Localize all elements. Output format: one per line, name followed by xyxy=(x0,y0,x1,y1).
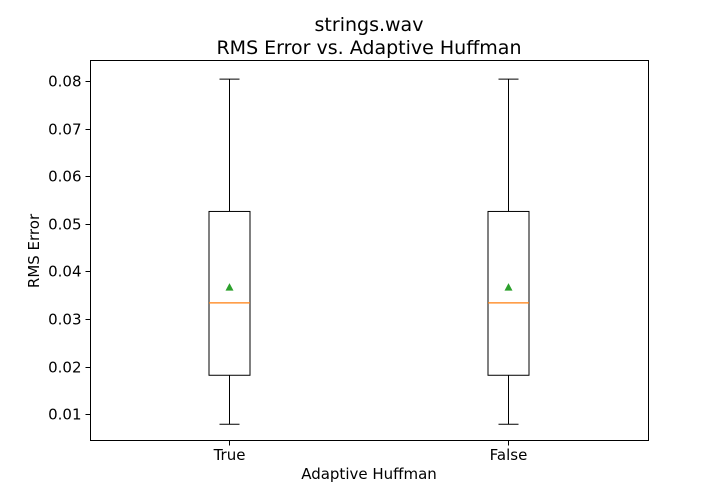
x-tick-label: False xyxy=(490,446,528,464)
y-axis-label: RMS Error xyxy=(25,213,43,288)
y-tick-label: 0.03 xyxy=(48,311,81,329)
plot-frame xyxy=(90,60,649,441)
y-tick-label: 0.07 xyxy=(48,121,81,139)
mean-marker xyxy=(225,283,234,291)
y-axis: 0.01 0.02 0.03 0.04 0.05 0.06 0.07 0.08 xyxy=(48,73,91,424)
box-true xyxy=(208,78,251,425)
plot-area xyxy=(208,78,530,425)
iqr-box xyxy=(208,210,251,376)
chart-title: strings.wav xyxy=(315,14,424,36)
y-tick-label: 0.05 xyxy=(48,216,81,234)
x-axis-label: Adaptive Huffman xyxy=(301,465,437,483)
y-tick-label: 0.01 xyxy=(48,406,81,424)
chart-subtitle: RMS Error vs. Adaptive Huffman xyxy=(216,37,521,59)
x-axis: True False xyxy=(213,440,528,464)
y-tick-label: 0.04 xyxy=(48,263,81,281)
x-tick-label: True xyxy=(213,446,246,464)
mean-marker xyxy=(504,283,513,291)
y-tick-label: 0.08 xyxy=(48,73,81,91)
box-false xyxy=(487,78,530,425)
y-tick-label: 0.06 xyxy=(48,168,81,186)
iqr-box xyxy=(487,210,530,376)
y-tick-label: 0.02 xyxy=(48,359,81,377)
